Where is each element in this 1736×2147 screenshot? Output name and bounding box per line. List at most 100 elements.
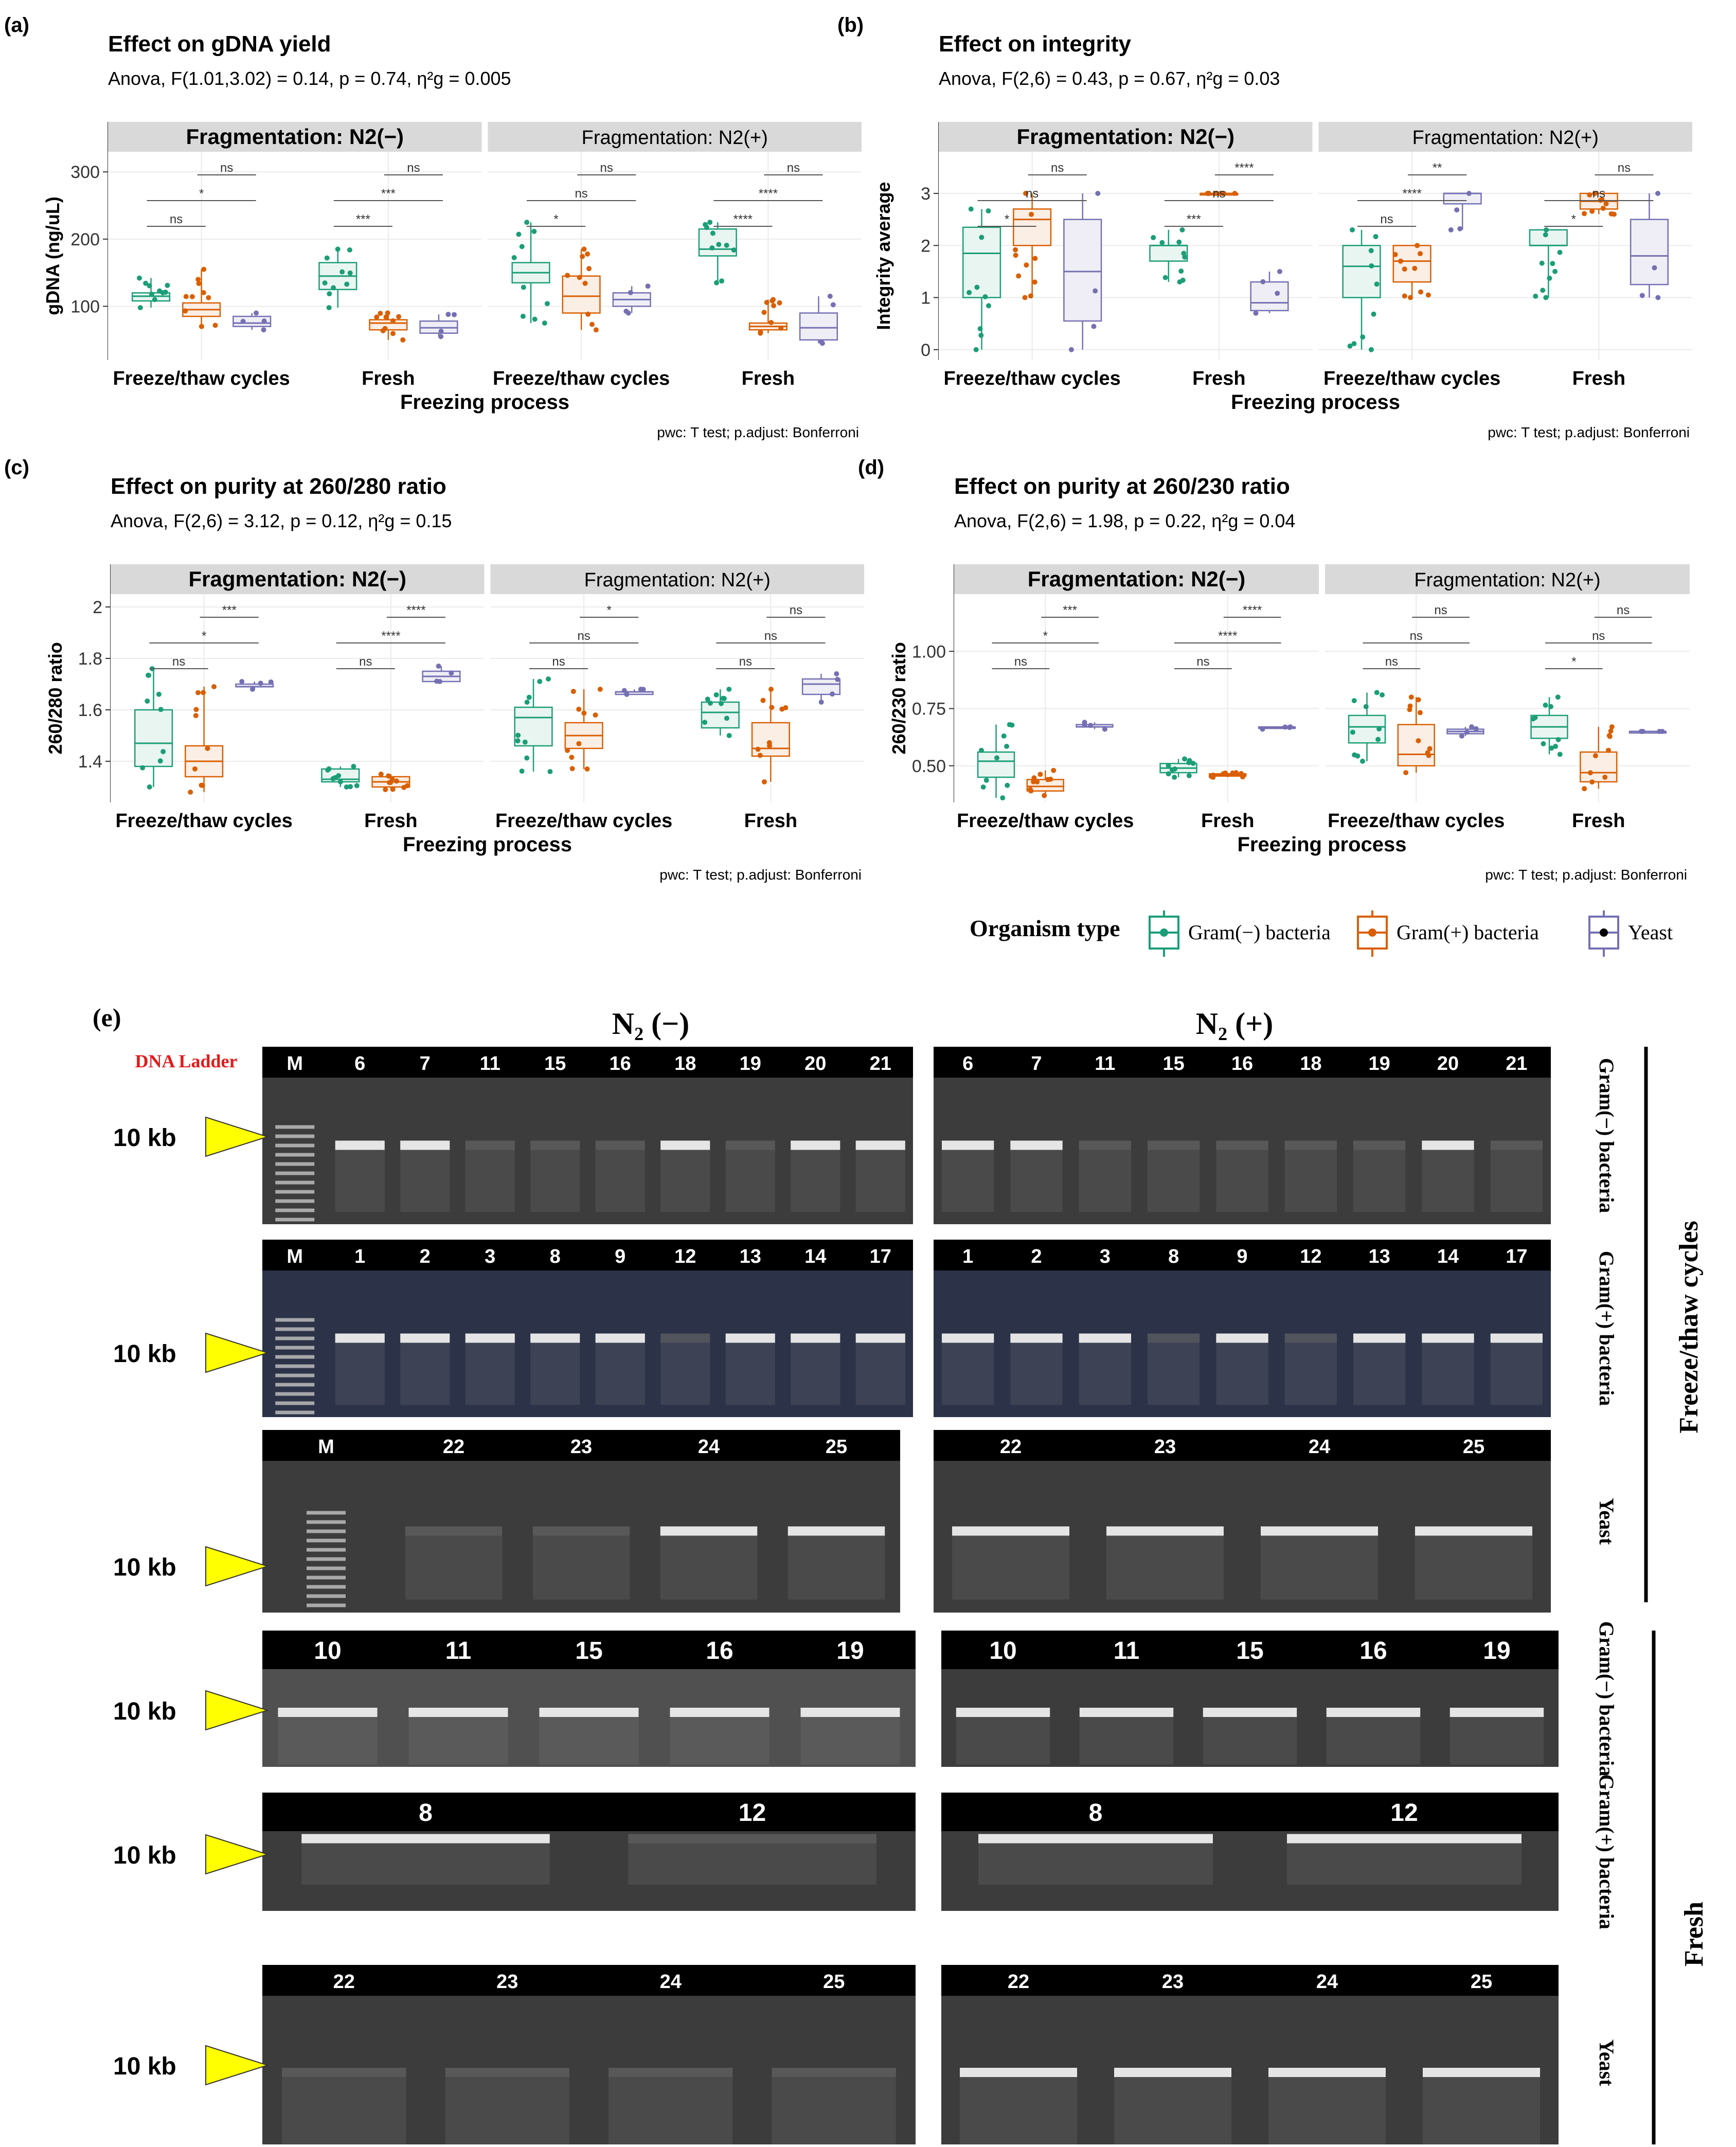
data-point [1016,273,1022,279]
gel-lane-label: 1 [354,1246,365,1267]
gel-smear [1268,2077,1386,2145]
marker-size-label: 10 kb [113,1698,176,1725]
significance-label: **** [1402,187,1421,201]
box-body [562,275,601,314]
data-point [968,206,974,212]
data-point [195,690,201,695]
y-tick-label: 2 [921,236,930,256]
data-point [719,278,725,284]
gel-smear [609,2077,733,2145]
data-point [1589,208,1595,214]
data-point [140,765,146,771]
gel-lane-label: 3 [485,1246,495,1267]
data-point [1459,733,1464,739]
data-point [628,290,633,295]
data-point [1013,247,1018,253]
data-point [522,739,528,745]
box-body [1250,281,1289,312]
gel-band [1261,1526,1378,1536]
data-point [1544,227,1549,232]
data-point [199,324,204,329]
data-point [1416,738,1421,744]
data-point [1543,702,1548,708]
data-point [830,302,836,308]
data-point [327,291,332,297]
gel-smear [530,1343,580,1405]
gel-band [1423,2068,1540,2077]
gel-band [1106,1526,1224,1536]
anova-text: Anova, F(2,6) = 0.43, p = 0.67, η²g = 0.… [939,68,1280,89]
data-point [1587,770,1593,776]
data-point [581,710,587,716]
gel-band [282,2068,406,2077]
gel-lane-label: 9 [615,1246,625,1267]
data-point [147,283,152,289]
data-point [201,290,206,295]
data-point [766,740,772,745]
data-point [1553,744,1559,749]
data-point [1001,733,1007,739]
gel-smear [772,2077,896,2145]
gel-smear [978,1843,1213,1885]
gel-band [400,1140,450,1150]
significance-label: ns [1014,655,1027,669]
significance-label: ns [552,655,565,669]
data-point [1260,279,1266,284]
data-point [576,706,582,712]
significance-label: ns [1380,212,1393,226]
facet-strip [108,122,482,152]
marker-arrow-icon [205,1546,270,1587]
data-point [593,712,598,718]
data-point [157,758,163,764]
gel-lane-label: 1 [962,1246,973,1267]
box-body [1443,192,1482,205]
significance-label: * [202,629,206,643]
gel-smear [791,1150,840,1212]
data-point [1640,729,1645,735]
data-point [434,678,440,684]
y-axis-label: 260/230 ratio [888,642,909,754]
gel-band [530,1140,580,1150]
data-point [1376,726,1382,732]
data-point [586,266,592,272]
data-point [768,320,774,326]
data-point [1427,746,1433,752]
gel-smear [405,1535,503,1600]
data-point [973,347,979,352]
gel-lane-label: 20 [1437,1053,1459,1075]
data-point [515,732,521,738]
data-point [524,755,530,761]
gel-band [609,2068,733,2077]
gel-lane-header [262,1793,916,1831]
gel-smear [660,1535,758,1600]
data-point [1180,277,1186,283]
data-point [638,687,643,692]
marker-arrow-icon [205,1332,270,1373]
gel-smear [1106,1535,1224,1600]
data-point [326,766,332,772]
data-point [211,684,217,689]
gel-band [1490,1333,1543,1343]
data-point [205,746,210,752]
data-point [1368,248,1374,254]
gel-band [960,2068,1077,2077]
data-point [526,694,532,700]
plot-area [111,594,485,802]
gel-band [670,1708,769,1717]
data-point [569,755,575,760]
data-point [1022,295,1028,300]
data-point [1355,753,1361,759]
data-point [354,783,360,789]
gel-band [956,1708,1050,1717]
data-point [383,787,388,792]
ladder-band [275,1373,315,1377]
gel-smear [1326,1717,1421,1765]
gel-lane-header [262,1631,916,1669]
x-tick-label: Fresh [744,810,797,832]
box-body [514,706,553,747]
data-point [1031,775,1037,781]
data-point [1088,723,1094,728]
significance-label: *** [1187,212,1201,226]
data-point [1402,266,1407,272]
data-point [389,776,395,781]
